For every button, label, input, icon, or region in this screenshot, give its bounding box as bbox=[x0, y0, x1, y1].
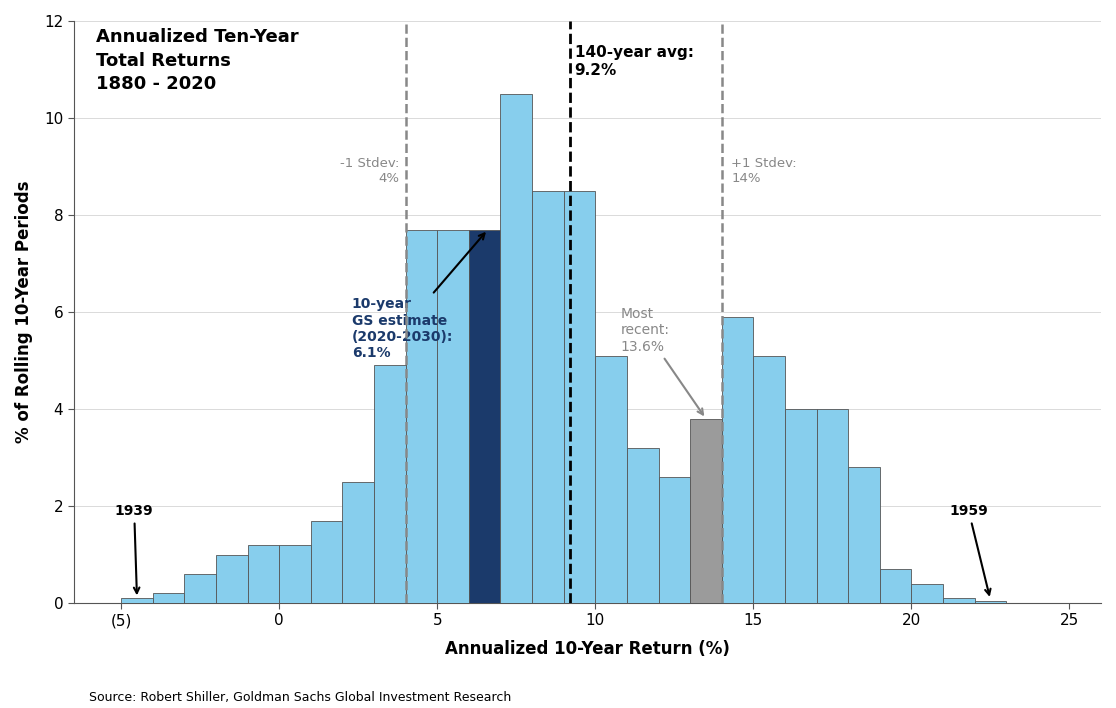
Bar bbox=[753, 355, 785, 603]
Bar bbox=[595, 355, 627, 603]
Y-axis label: % of Rolling 10-Year Periods: % of Rolling 10-Year Periods bbox=[15, 181, 33, 443]
Bar bbox=[343, 482, 374, 603]
Bar bbox=[532, 190, 564, 603]
Bar bbox=[848, 467, 879, 603]
Bar bbox=[248, 545, 279, 603]
Bar bbox=[405, 229, 437, 603]
Bar bbox=[627, 448, 658, 603]
Bar bbox=[122, 598, 153, 603]
Bar bbox=[500, 93, 532, 603]
Bar bbox=[184, 574, 217, 603]
Bar bbox=[153, 593, 184, 603]
Text: +1 Stdev:
14%: +1 Stdev: 14% bbox=[731, 156, 797, 185]
Text: 1959: 1959 bbox=[950, 504, 991, 595]
Text: -1 Stdev:
4%: -1 Stdev: 4% bbox=[340, 156, 400, 185]
Bar bbox=[658, 477, 690, 603]
Bar bbox=[722, 317, 753, 603]
Text: Most
recent:
13.6%: Most recent: 13.6% bbox=[620, 307, 703, 415]
Bar bbox=[943, 598, 974, 603]
Bar bbox=[912, 583, 943, 603]
Bar bbox=[785, 409, 817, 603]
Bar bbox=[311, 520, 343, 603]
Text: Annualized Ten-Year
Total Returns
1880 - 2020: Annualized Ten-Year Total Returns 1880 -… bbox=[96, 28, 298, 93]
Bar bbox=[817, 409, 848, 603]
Bar bbox=[690, 418, 722, 603]
Bar bbox=[879, 569, 912, 603]
Text: Source: Robert Shiller, Goldman Sachs Global Investment Research: Source: Robert Shiller, Goldman Sachs Gl… bbox=[89, 691, 511, 704]
Bar bbox=[437, 229, 469, 603]
Text: 140-year avg:
9.2%: 140-year avg: 9.2% bbox=[575, 45, 694, 78]
Bar bbox=[974, 600, 1007, 603]
Text: 10-year
GS estimate
(2020-2030):
6.1%: 10-year GS estimate (2020-2030): 6.1% bbox=[352, 234, 484, 360]
Text: 1939: 1939 bbox=[115, 504, 154, 593]
Bar bbox=[279, 545, 311, 603]
Bar bbox=[374, 365, 405, 603]
Bar bbox=[564, 190, 595, 603]
Bar bbox=[217, 554, 248, 603]
Bar bbox=[469, 229, 500, 603]
X-axis label: Annualized 10-Year Return (%): Annualized 10-Year Return (%) bbox=[445, 639, 730, 658]
